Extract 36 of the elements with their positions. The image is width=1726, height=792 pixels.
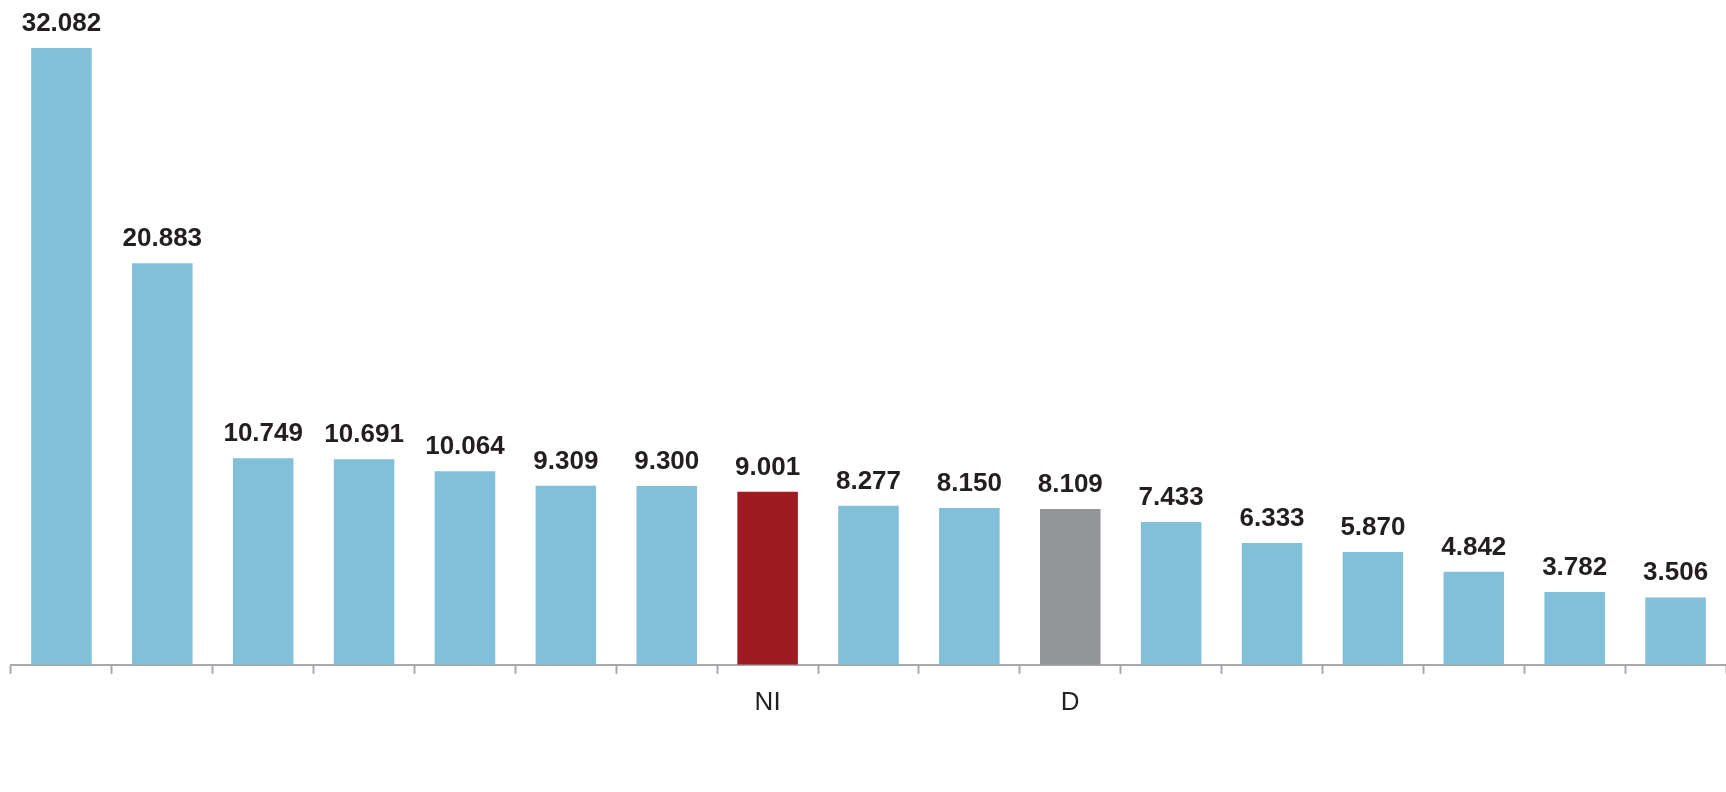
data-label: 9.309 [533, 444, 599, 475]
bar [535, 485, 597, 665]
data-label: 4.842 [1441, 530, 1507, 561]
bar [1040, 508, 1101, 665]
data-label: 9.300 [634, 445, 700, 475]
bar [838, 505, 899, 665]
data-label: 8.150 [936, 467, 1002, 498]
bar [1645, 597, 1706, 665]
data-label: 32.082 [21, 7, 102, 37]
data-label: 10.064 [425, 430, 506, 461]
bar [1140, 521, 1202, 665]
data-label: 20.883 [122, 222, 203, 253]
data-label: 3.506 [1643, 556, 1709, 587]
bar [636, 486, 697, 665]
data-label: 9.001 [735, 450, 801, 481]
bar [1342, 551, 1404, 665]
bar [1241, 543, 1303, 665]
data-label: 8.277 [835, 464, 902, 495]
bar [1443, 571, 1505, 665]
bar [434, 471, 496, 665]
data-label: 7.433 [1138, 480, 1204, 511]
bar [1544, 592, 1605, 665]
bar [232, 458, 294, 665]
data-label: 8.109 [1037, 467, 1103, 498]
bar [939, 508, 1000, 665]
data-label: 5.870 [1340, 510, 1406, 541]
x-tick-label: NI [754, 685, 781, 716]
bar [333, 459, 395, 665]
bar [132, 263, 193, 665]
data-label: 10.749 [223, 417, 303, 448]
data-label: 3.782 [1542, 551, 1608, 582]
bar [737, 491, 798, 665]
x-tick-label: D [1060, 685, 1080, 716]
data-label: 10.691 [324, 418, 404, 449]
data-label: 6.333 [1239, 502, 1305, 533]
bar [31, 48, 92, 665]
